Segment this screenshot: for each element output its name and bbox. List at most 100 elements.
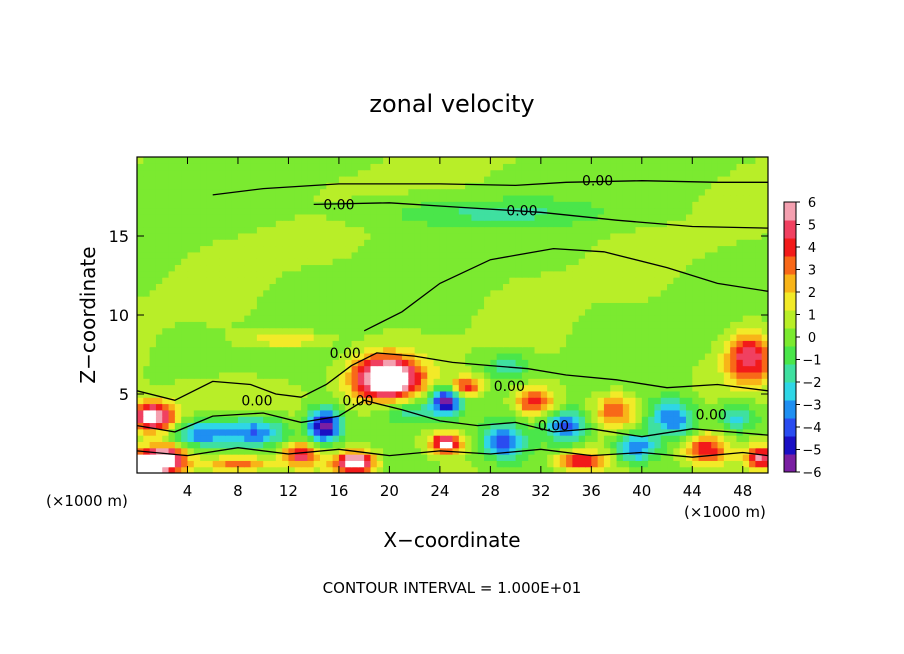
- heatmap-cell: [200, 321, 208, 329]
- heatmap-cell: [711, 308, 719, 316]
- heatmap-cell: [559, 416, 567, 424]
- heatmap-cell: [332, 435, 340, 442]
- heatmap-cell: [294, 359, 302, 367]
- heatmap-cell: [181, 270, 189, 278]
- heatmap-cell: [711, 460, 719, 468]
- heatmap-cell: [547, 327, 555, 335]
- heatmap-cell: [629, 277, 637, 284]
- heatmap-cell: [723, 308, 731, 316]
- heatmap-cell: [515, 454, 523, 461]
- heatmap-cell: [698, 384, 706, 392]
- heatmap-cell: [547, 447, 555, 455]
- heatmap-cell: [143, 378, 151, 386]
- heatmap-cell: [572, 169, 580, 177]
- heatmap-cell: [698, 378, 706, 386]
- heatmap-cell: [635, 460, 643, 468]
- heatmap-cell: [250, 258, 258, 266]
- heatmap-cell: [559, 315, 567, 322]
- heatmap-cell: [755, 397, 763, 405]
- heatmap-cell: [326, 435, 334, 442]
- heatmap-cell: [307, 194, 315, 202]
- heatmap-cell: [521, 346, 529, 354]
- heatmap-cell: [667, 157, 674, 164]
- heatmap-cell: [553, 321, 561, 329]
- heatmap-cell: [389, 435, 397, 442]
- heatmap-cell: [370, 302, 378, 310]
- heatmap-cell: [452, 157, 460, 164]
- heatmap-cell: [496, 321, 504, 329]
- heatmap-cell: [711, 220, 719, 228]
- heatmap-cell: [326, 390, 334, 398]
- heatmap-cell: [237, 384, 245, 392]
- heatmap-cell: [433, 188, 441, 196]
- heatmap-cell: [730, 169, 738, 177]
- heatmap-cell: [603, 441, 611, 449]
- heatmap-cell: [723, 340, 731, 348]
- heatmap-cell: [654, 270, 662, 278]
- heatmap-cell: [471, 226, 479, 234]
- heatmap-cell: [572, 289, 580, 297]
- heatmap-cell: [572, 220, 580, 228]
- heatmap-cell: [559, 352, 567, 360]
- heatmap-cell: [237, 466, 245, 473]
- heatmap-cell: [408, 220, 416, 228]
- heatmap-cell: [717, 232, 725, 240]
- heatmap-cell: [755, 270, 763, 278]
- heatmap-cell: [452, 169, 460, 177]
- heatmap-cell: [667, 327, 674, 335]
- heatmap-cell: [553, 188, 561, 196]
- heatmap-cell: [502, 157, 510, 164]
- heatmap-cell: [294, 378, 302, 386]
- heatmap-cell: [673, 258, 681, 266]
- heatmap-cell: [610, 157, 618, 164]
- heatmap-cell: [521, 403, 529, 411]
- heatmap-cell: [616, 466, 624, 473]
- heatmap-cell: [143, 315, 151, 322]
- heatmap-cell: [269, 447, 277, 455]
- heatmap-cell: [313, 359, 321, 367]
- heatmap-cell: [717, 296, 725, 303]
- heatmap-cell: [679, 384, 687, 392]
- heatmap-cell: [402, 460, 409, 468]
- heatmap-cell: [591, 359, 599, 367]
- heatmap-cell: [673, 239, 681, 247]
- heatmap-cell: [755, 169, 763, 177]
- heatmap-cell: [711, 264, 719, 272]
- heatmap-cell: [389, 251, 397, 259]
- heatmap-cell: [181, 308, 189, 316]
- heatmap-cell: [692, 384, 700, 392]
- heatmap-cell: [162, 207, 170, 215]
- heatmap-cell: [212, 397, 220, 405]
- heatmap-cell: [427, 327, 435, 335]
- heatmap-cell: [263, 277, 271, 284]
- heatmap-cell: [288, 302, 296, 310]
- heatmap-cell: [585, 264, 592, 272]
- heatmap-cell: [332, 207, 340, 215]
- heatmap-cell: [275, 371, 283, 379]
- heatmap-cell: [711, 296, 719, 303]
- heatmap-cell: [250, 169, 258, 177]
- heatmap-cell: [433, 163, 441, 171]
- heatmap-cell: [294, 175, 302, 183]
- heatmap-cell: [603, 454, 611, 461]
- heatmap-cell: [427, 403, 435, 411]
- heatmap-cell: [477, 163, 485, 171]
- heatmap-cell: [376, 359, 384, 367]
- heatmap-cell: [338, 226, 346, 234]
- heatmap-cell: [408, 258, 416, 266]
- heatmap-cell: [149, 302, 157, 310]
- heatmap-cell: [427, 365, 435, 373]
- heatmap-cell: [357, 308, 365, 316]
- heatmap-cell: [149, 346, 157, 354]
- heatmap-cell: [629, 270, 637, 278]
- heatmap-cell: [465, 409, 473, 417]
- heatmap-cell: [357, 460, 365, 468]
- heatmap-cell: [761, 296, 768, 303]
- heatmap-cell: [212, 245, 220, 253]
- heatmap-cell: [244, 435, 252, 442]
- heatmap-cell: [585, 378, 592, 386]
- heatmap-cell: [597, 157, 605, 164]
- heatmap-cell: [269, 378, 277, 386]
- heatmap-cell: [250, 194, 258, 202]
- heatmap-cell: [553, 333, 561, 341]
